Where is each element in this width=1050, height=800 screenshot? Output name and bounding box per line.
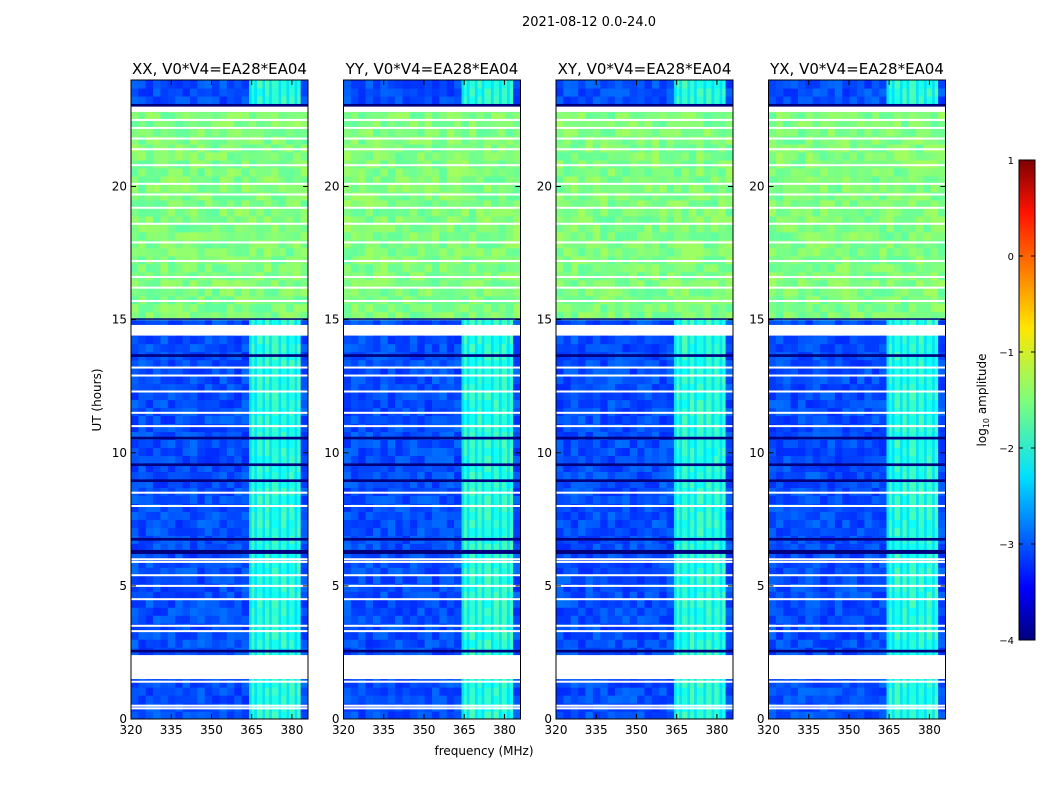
colorbar-tick-label: −2: [999, 444, 1014, 455]
y-tick-label: 20: [537, 180, 552, 194]
panel-title: XY, V0*V4=EA28*EA04: [558, 60, 732, 78]
x-tick-label: 335: [372, 723, 395, 737]
y-tick-label: 5: [119, 579, 127, 593]
colorbar: 10−1−2−3−4 log10 amplitude: [975, 156, 1036, 647]
y-tick-label: 10: [112, 446, 127, 460]
x-tick-label: 350: [625, 723, 648, 737]
panel-frame: [130, 79, 309, 720]
waterfall-image: [768, 80, 946, 719]
colorbar-tick-label: −1: [999, 348, 1014, 359]
x-tick-label: 335: [797, 723, 820, 737]
x-tick-label: 365: [453, 723, 476, 737]
x-tick-label: 320: [332, 723, 355, 737]
colorbar-tick-label: 0: [1008, 252, 1014, 263]
panel-title: YY, V0*V4=EA28*EA04: [345, 60, 519, 78]
y-tick-label: 15: [112, 313, 127, 327]
y-tick-label: 0: [544, 712, 552, 726]
y-tick-label: 15: [749, 313, 764, 327]
y-tick-label: 20: [112, 180, 127, 194]
x-axis-label: frequency (MHz): [434, 744, 533, 758]
y-axis-label: UT (hours): [90, 368, 104, 431]
y-tick-label: 0: [757, 712, 765, 726]
x-tick-label: 320: [757, 723, 780, 737]
y-tick-label: 5: [544, 579, 552, 593]
x-tick-label: 350: [200, 723, 223, 737]
y-tick-label: 10: [749, 446, 764, 460]
colorbar-label: log10 amplitude: [975, 354, 991, 447]
colorbar-tick-label: 1: [1008, 156, 1014, 167]
y-tick-label: 0: [332, 712, 340, 726]
x-tick-label: 335: [160, 723, 183, 737]
y-tick-label: 15: [537, 313, 552, 327]
x-tick-label: 320: [120, 723, 143, 737]
x-tick-label: 320: [545, 723, 568, 737]
panel-yx: YX, V0*V4=EA28*EA04 320 335 350 365 380 0 5 10 15…: [749, 60, 946, 737]
panel-xy: XY, V0*V4=EA28*EA04 320 335 350 365 380 0 5 10 15…: [537, 60, 734, 737]
x-tick-label: 350: [838, 723, 861, 737]
panel-title: XX, V0*V4=EA28*EA04: [132, 60, 307, 78]
colorbar-gradient: [1018, 159, 1036, 641]
y-tick-label: 10: [537, 446, 552, 460]
colorbar-label-log: log: [975, 428, 989, 446]
x-tick-label: 365: [878, 723, 901, 737]
y-tick-label: 0: [119, 712, 127, 726]
x-tick-label: 365: [665, 723, 688, 737]
y-tick-label: 10: [324, 446, 339, 460]
panel-frame: [768, 79, 946, 720]
panel-title: YX, V0*V4=EA28*EA04: [769, 60, 944, 78]
x-tick-label: 380: [493, 723, 516, 737]
waterfall-image: [343, 80, 521, 719]
figure-suptitle: 2021-08-12 0.0-24.0: [522, 15, 656, 30]
x-tick-label: 350: [413, 723, 436, 737]
panel-xx: XX, V0*V4=EA28*EA04 320 335 350 365 380 0 5 10 15…: [112, 60, 309, 737]
y-tick-label: 5: [332, 579, 340, 593]
x-tick-label: 365: [240, 723, 263, 737]
x-tick-label: 380: [280, 723, 303, 737]
x-tick-label: 335: [585, 723, 608, 737]
waterfall-image: [131, 80, 308, 719]
panel-yy: YY, V0*V4=EA28*EA04 320 335 350 365 380 0 5 10 15…: [324, 60, 521, 737]
y-tick-label: 20: [749, 180, 764, 194]
colorbar-label-rest: amplitude: [975, 354, 989, 418]
panel-frame: [555, 79, 734, 720]
y-tick-label: 20: [324, 180, 339, 194]
waterfall-image: [556, 80, 733, 719]
panel-frame: [343, 79, 521, 720]
colorbar-tick-label: −4: [999, 636, 1014, 647]
colorbar-tick-label: −3: [999, 540, 1014, 551]
y-tick-label: 15: [324, 313, 339, 327]
colorbar-label-subscript: 10: [982, 418, 991, 428]
x-tick-label: 380: [918, 723, 941, 737]
x-tick-label: 380: [705, 723, 728, 737]
y-tick-label: 5: [757, 579, 765, 593]
